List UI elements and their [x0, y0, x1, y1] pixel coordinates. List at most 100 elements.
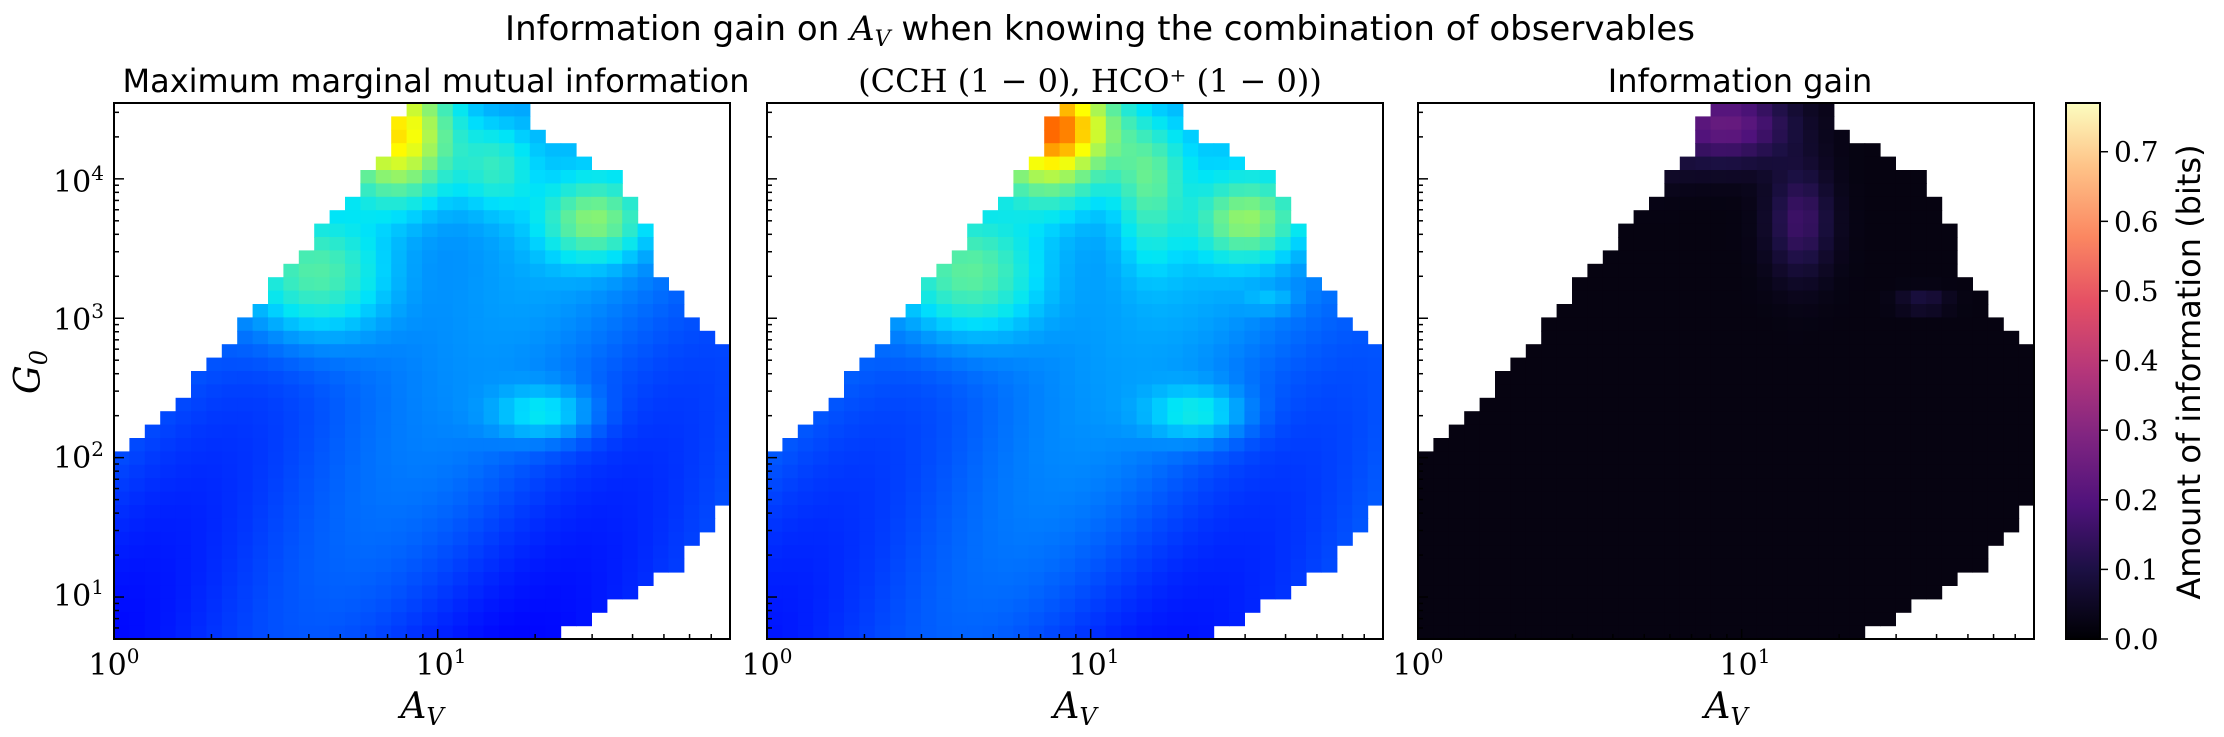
heatmap-cell: [637, 424, 654, 439]
heatmap-cell: [606, 531, 623, 546]
heatmap-cell: [329, 491, 346, 506]
heatmap-cell: [314, 277, 331, 292]
heatmap-cell: [998, 344, 1014, 359]
heatmap-cell: [1525, 424, 1542, 439]
heatmap-cell: [360, 371, 377, 385]
heatmap-cell: [1710, 330, 1727, 345]
heatmap-cell: [1229, 478, 1245, 493]
heatmap-cell: [221, 598, 238, 613]
heatmap-cell: [1803, 183, 1819, 198]
heatmap-cell: [998, 491, 1014, 506]
heatmap-cell: [499, 357, 515, 372]
heatmap-cell: [1741, 196, 1758, 211]
heatmap-cell: [345, 384, 361, 399]
heatmap-cell: [237, 558, 254, 573]
heatmap-cell: [129, 598, 146, 613]
heatmap-cell: [1849, 464, 1866, 479]
heatmap-cell: [1090, 170, 1107, 184]
heatmap-cell: [1259, 585, 1276, 600]
heatmap-cell: [1090, 598, 1107, 613]
heatmap-cell: [1336, 424, 1353, 439]
heatmap-cell: [1198, 384, 1215, 399]
heatmap-cell: [1602, 531, 1619, 546]
heatmap-cell: [1167, 183, 1184, 198]
heatmap-cell: [560, 357, 577, 372]
heatmap-cell: [576, 451, 592, 466]
heatmap-cell: [683, 317, 700, 332]
heatmap-cell: [283, 451, 300, 466]
heatmap-cell: [905, 531, 922, 546]
heatmap-cell: [951, 397, 968, 412]
heatmap-cell: [1013, 598, 1030, 613]
heatmap-cell: [1818, 170, 1835, 184]
heatmap-cell: [1772, 116, 1789, 131]
heatmap-cell: [1572, 317, 1588, 332]
heatmap-cell: [1787, 438, 1804, 452]
heatmap-cell: [1541, 612, 1558, 627]
heatmap-cell: [1044, 478, 1061, 493]
heatmap-cell: [1926, 585, 1943, 600]
heatmap-cell: [175, 572, 192, 586]
heatmap-cell: [683, 438, 700, 452]
heatmap-cell: [1418, 451, 1434, 466]
heatmap-cell: [1275, 558, 1292, 573]
heatmap-cell: [1229, 505, 1245, 519]
heatmap-cell: [560, 196, 577, 211]
heatmap-cell: [406, 330, 423, 345]
heatmap-cell: [375, 491, 392, 506]
heatmap-cell: [422, 411, 438, 426]
heatmap-cell: [1710, 585, 1727, 600]
heatmap-cell: [329, 384, 346, 399]
heatmap-cell: [782, 572, 799, 586]
heatmap-cell: [1028, 531, 1045, 546]
heatmap-cell: [1321, 424, 1338, 439]
heatmap-cell: [1741, 505, 1758, 519]
heatmap-cell: [1479, 531, 1496, 546]
heatmap-cell: [1367, 438, 1384, 452]
heatmap-cell: [668, 384, 685, 399]
heatmap-cell: [1618, 330, 1635, 345]
heatmap-cell: [360, 223, 377, 238]
heatmap-cell: [890, 317, 907, 332]
heatmap-cell: [283, 263, 300, 278]
heatmap-cell: [1306, 344, 1322, 359]
heatmap-cell: [844, 371, 860, 385]
heatmap-cell: [1602, 250, 1619, 265]
heatmap-cell: [314, 371, 331, 385]
heatmap-cell: [1695, 304, 1712, 318]
heatmap-cell: [1090, 438, 1107, 452]
heatmap-cell: [1849, 170, 1866, 184]
heatmap-cell: [1464, 478, 1481, 493]
heatmap-cell: [1152, 344, 1168, 359]
heatmap-cell: [1075, 384, 1091, 399]
heatmap-cell: [1510, 612, 1527, 627]
heatmap-cell: [951, 478, 968, 493]
heatmap-cell: [951, 263, 968, 278]
heatmap-cell: [1756, 371, 1773, 385]
heatmap-cell: [998, 531, 1014, 546]
heatmap-cell: [483, 223, 500, 238]
heatmap-cell: [1464, 612, 1481, 627]
heatmap-cell: [1926, 277, 1943, 292]
heatmap-cell: [1633, 518, 1650, 533]
heatmap-cell: [1849, 384, 1866, 399]
heatmap-cell: [1433, 612, 1450, 627]
heatmap-cell: [1198, 491, 1215, 506]
heatmap-cell: [1336, 505, 1353, 519]
heatmap-cell: [1664, 290, 1681, 305]
heatmap-cell: [1525, 612, 1542, 627]
heatmap-cell: [2003, 518, 2020, 533]
heatmap-cell: [844, 545, 860, 560]
heatmap-cell: [1013, 531, 1030, 546]
heatmap-cell: [483, 183, 500, 198]
heatmap-cell: [1556, 612, 1573, 627]
heatmap-cell: [2003, 357, 2020, 372]
heatmap-cell: [1229, 598, 1245, 613]
heatmap-cell: [1044, 505, 1061, 519]
heatmap-cell: [252, 518, 269, 533]
heatmap-cell: [1075, 491, 1091, 506]
heatmap-cell: [437, 558, 454, 573]
heatmap-cell: [1602, 572, 1619, 586]
heatmap-cell: [406, 384, 423, 399]
heatmap-cell: [499, 397, 515, 412]
